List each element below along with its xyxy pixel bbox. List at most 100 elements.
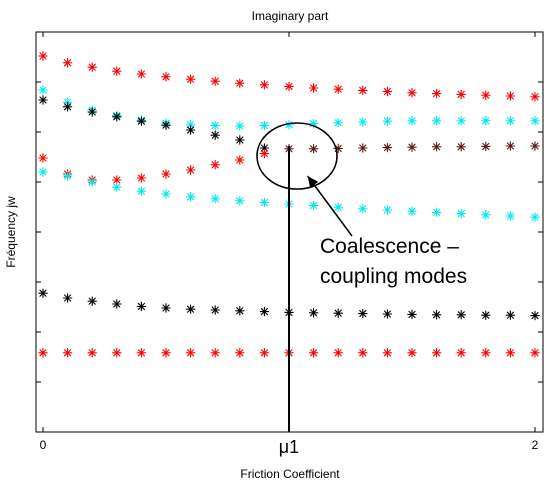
data-point-6-15 bbox=[407, 309, 417, 320]
data-point-0-18 bbox=[481, 90, 491, 100]
data-point-0-7 bbox=[210, 76, 220, 86]
data-point-4-6 bbox=[431, 142, 442, 152]
x-tick-label-0: 0 bbox=[40, 438, 47, 452]
data-point-0-1 bbox=[62, 58, 73, 68]
data-point-7-18 bbox=[481, 348, 491, 358]
data-point-7-2 bbox=[87, 348, 97, 358]
data-point-0-8 bbox=[235, 78, 245, 88]
data-point-7-17 bbox=[456, 348, 466, 358]
data-point-7-3 bbox=[112, 348, 122, 358]
data-point-0-19 bbox=[505, 91, 516, 101]
data-point-5-13 bbox=[358, 204, 368, 214]
data-point-1-15 bbox=[407, 116, 417, 126]
annotation-arrow bbox=[306, 175, 353, 237]
data-point-7-4 bbox=[136, 348, 147, 358]
data-point-5-11 bbox=[308, 200, 319, 211]
data-point-0-0 bbox=[38, 51, 48, 61]
data-point-5-9 bbox=[259, 197, 270, 208]
data-point-6-11 bbox=[308, 308, 319, 318]
data-point-2-7 bbox=[210, 130, 220, 140]
series-2 bbox=[38, 95, 270, 153]
data-point-2-5 bbox=[161, 120, 171, 130]
annotation-line-1: Coalescence – bbox=[320, 235, 459, 258]
data-point-4-7 bbox=[456, 142, 466, 152]
data-point-6-19 bbox=[505, 310, 516, 320]
data-point-0-12 bbox=[333, 84, 343, 94]
data-point-5-4 bbox=[136, 186, 147, 196]
data-point-4-10 bbox=[530, 141, 540, 151]
data-point-4-5 bbox=[407, 142, 417, 152]
data-point-4-9 bbox=[505, 141, 516, 151]
data-point-3-5 bbox=[161, 169, 171, 179]
series-5 bbox=[38, 167, 540, 222]
data-point-5-8 bbox=[235, 196, 245, 206]
data-point-5-1 bbox=[62, 171, 73, 181]
data-point-3-3 bbox=[112, 175, 122, 185]
data-point-1-9 bbox=[259, 120, 270, 131]
data-point-0-11 bbox=[308, 83, 319, 93]
series-4 bbox=[284, 141, 540, 154]
data-point-4-8 bbox=[481, 141, 491, 152]
data-point-7-16 bbox=[431, 348, 442, 358]
data-point-5-5 bbox=[161, 189, 171, 199]
data-point-7-15 bbox=[407, 348, 417, 358]
data-point-2-3 bbox=[112, 112, 122, 122]
data-point-2-0 bbox=[38, 95, 48, 105]
data-point-0-17 bbox=[456, 89, 466, 100]
data-point-0-10 bbox=[284, 81, 294, 92]
data-point-1-10 bbox=[284, 120, 294, 130]
data-point-7-12 bbox=[333, 348, 343, 358]
data-point-7-19 bbox=[505, 348, 516, 358]
coalescence-annotation: Coalescence – coupling modes bbox=[256, 122, 467, 432]
data-point-1-17 bbox=[456, 116, 466, 126]
chart-title: Imaginary part bbox=[252, 9, 329, 23]
y-axis-ticks bbox=[36, 31, 543, 433]
data-point-0-14 bbox=[382, 86, 393, 97]
data-point-2-4 bbox=[136, 116, 147, 126]
data-point-5-19 bbox=[505, 211, 516, 221]
x-tick-label-2: 2 bbox=[532, 438, 539, 452]
data-point-6-16 bbox=[431, 310, 442, 320]
data-point-1-19 bbox=[505, 116, 516, 126]
data-point-7-0 bbox=[38, 348, 48, 358]
data-point-1-12 bbox=[333, 118, 343, 128]
data-point-7-11 bbox=[308, 348, 319, 358]
data-point-5-20 bbox=[530, 212, 540, 222]
data-point-5-18 bbox=[481, 210, 491, 220]
data-point-3-7 bbox=[210, 160, 220, 170]
data-point-1-0 bbox=[38, 85, 48, 95]
data-point-1-16 bbox=[431, 116, 442, 126]
data-point-6-12 bbox=[333, 308, 343, 318]
data-point-0-15 bbox=[407, 88, 417, 98]
data-point-7-13 bbox=[358, 348, 368, 358]
data-point-6-17 bbox=[456, 310, 466, 320]
data-point-0-9 bbox=[259, 80, 270, 90]
data-point-7-5 bbox=[161, 348, 171, 358]
data-point-0-2 bbox=[87, 62, 97, 72]
data-point-0-4 bbox=[136, 69, 147, 79]
coalescence-circle bbox=[256, 122, 338, 190]
data-point-2-6 bbox=[185, 125, 196, 135]
data-point-7-6 bbox=[185, 348, 196, 358]
data-point-6-18 bbox=[481, 310, 491, 320]
data-point-2-1 bbox=[62, 102, 73, 112]
data-point-1-7 bbox=[210, 120, 220, 131]
series-0 bbox=[38, 51, 540, 102]
data-point-3-9 bbox=[259, 148, 270, 159]
data-point-6-5 bbox=[161, 303, 171, 313]
data-point-7-8 bbox=[235, 348, 245, 358]
data-point-0-13 bbox=[358, 85, 368, 96]
data-point-4-1 bbox=[308, 144, 319, 154]
data-point-0-6 bbox=[185, 74, 196, 84]
data-point-6-13 bbox=[358, 308, 368, 319]
data-point-5-14 bbox=[382, 205, 393, 215]
data-point-0-5 bbox=[161, 72, 171, 82]
data-point-0-3 bbox=[112, 66, 122, 76]
data-point-5-15 bbox=[407, 206, 417, 216]
data-point-4-3 bbox=[358, 143, 368, 153]
data-point-3-8 bbox=[235, 155, 245, 165]
data-point-3-6 bbox=[185, 165, 196, 175]
data-point-6-0 bbox=[38, 288, 48, 298]
data-point-7-20 bbox=[530, 348, 540, 358]
